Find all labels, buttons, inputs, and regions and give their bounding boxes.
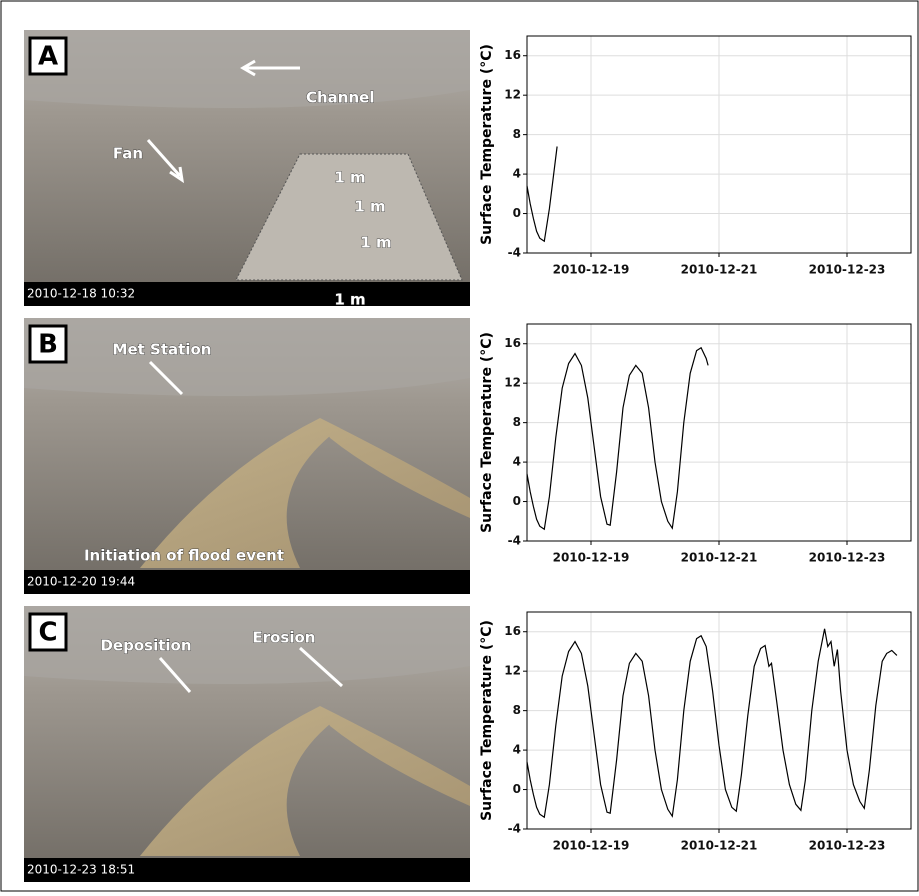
photo-annotation: Erosion bbox=[252, 629, 315, 647]
x-tick-label: 2010-12-21 bbox=[681, 263, 758, 277]
panel-letter: A bbox=[38, 42, 58, 72]
y-axis-label: Surface Temperature (°C) bbox=[479, 332, 495, 533]
panel-letter-box bbox=[28, 36, 68, 76]
y-tick-label: 12 bbox=[504, 88, 521, 102]
flood-deposit bbox=[140, 418, 470, 568]
x-tick-label: 2010-12-21 bbox=[681, 839, 758, 853]
plot-frame bbox=[526, 611, 912, 830]
y-tick-label: 0 bbox=[513, 494, 521, 508]
plot-frame bbox=[526, 323, 912, 542]
photo-annotation: Fan bbox=[113, 145, 143, 163]
timestamp: 2010-12-20 19:44 bbox=[27, 575, 135, 589]
y-axis-label: Surface Temperature (°C) bbox=[479, 44, 495, 245]
temperature-line bbox=[526, 346, 709, 531]
photo-annotation: Deposition bbox=[100, 637, 191, 655]
temperature-line bbox=[526, 146, 558, 243]
y-tick-label: 16 bbox=[504, 48, 521, 62]
x-tick-label: 2010-12-23 bbox=[809, 839, 886, 853]
timestamp: 2010-12-23 18:51 bbox=[27, 863, 135, 877]
y-tick-label: -4 bbox=[508, 534, 521, 548]
temperature-line bbox=[526, 628, 898, 819]
y-tick-label: 8 bbox=[513, 127, 521, 141]
arrow bbox=[148, 360, 184, 396]
y-tick-label: 4 bbox=[513, 743, 521, 757]
panel-letter-box bbox=[28, 612, 68, 652]
hillside bbox=[24, 606, 470, 684]
y-tick-label: -4 bbox=[508, 246, 521, 260]
photo-annotation: Initiation of flood event bbox=[84, 547, 284, 565]
photo-annotation: 1 m bbox=[334, 169, 365, 187]
x-tick-label: 2010-12-23 bbox=[809, 263, 886, 277]
timestamp-bar bbox=[24, 282, 470, 306]
photo-annotation: Met Station bbox=[113, 341, 212, 359]
plot-area-photo bbox=[235, 153, 463, 281]
panel-letter-box bbox=[28, 324, 68, 364]
arrow bbox=[298, 646, 344, 688]
plot-frame bbox=[526, 35, 912, 254]
y-tick-label: 12 bbox=[504, 664, 521, 678]
y-tick-label: 0 bbox=[513, 782, 521, 796]
arrow bbox=[158, 657, 192, 693]
timestamp-bar bbox=[24, 858, 470, 882]
arrow bbox=[240, 59, 300, 77]
x-tick-label: 2010-12-19 bbox=[553, 263, 630, 277]
y-tick-label: 4 bbox=[513, 455, 521, 469]
y-tick-label: 16 bbox=[504, 336, 521, 350]
hillside bbox=[24, 318, 470, 396]
y-tick-label: 12 bbox=[504, 376, 521, 390]
x-tick-label: 2010-12-19 bbox=[553, 839, 630, 853]
photo-annotation: 1 m bbox=[334, 291, 365, 309]
panel-letter: B bbox=[38, 330, 58, 360]
y-tick-label: 4 bbox=[513, 167, 521, 181]
y-tick-label: 8 bbox=[513, 415, 521, 429]
y-tick-label: 0 bbox=[513, 206, 521, 220]
x-tick-label: 2010-12-23 bbox=[809, 551, 886, 565]
photo-annotation: Channel bbox=[306, 89, 374, 107]
arrow bbox=[146, 139, 185, 184]
y-axis-label: Surface Temperature (°C) bbox=[479, 620, 495, 821]
y-tick-label: -4 bbox=[508, 822, 521, 836]
x-tick-label: 2010-12-19 bbox=[553, 551, 630, 565]
timestamp-bar bbox=[24, 570, 470, 594]
photo-annotation: 1 m bbox=[360, 234, 391, 252]
y-tick-label: 8 bbox=[513, 703, 521, 717]
x-tick-label: 2010-12-21 bbox=[681, 551, 758, 565]
timestamp: 2010-12-18 10:32 bbox=[27, 287, 135, 301]
panel-letter: C bbox=[38, 618, 57, 648]
y-tick-label: 16 bbox=[504, 624, 521, 638]
flood-deposit bbox=[140, 706, 470, 856]
photo-annotation: 1 m bbox=[354, 198, 385, 216]
